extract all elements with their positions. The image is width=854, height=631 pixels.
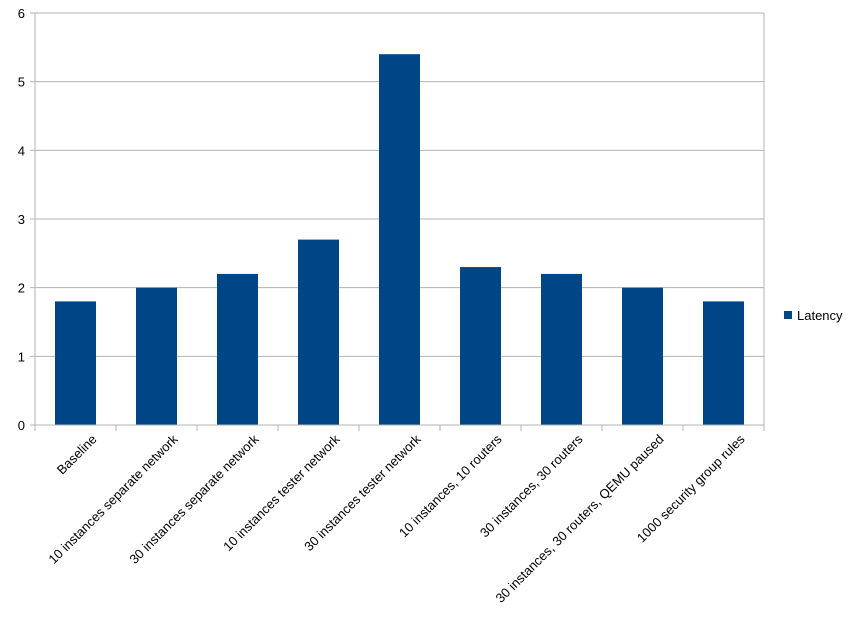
bar-6 <box>541 273 582 425</box>
x-tick-label: Baseline <box>54 432 100 478</box>
bar-8 <box>703 301 744 425</box>
bar-1 <box>136 287 177 425</box>
bar-5 <box>460 267 501 425</box>
x-tick-label: 30 instances, 30 routers, QEMU paused <box>493 432 667 606</box>
y-tick-label: 1 <box>18 349 25 364</box>
legend-label-latency: Latency <box>797 308 843 323</box>
y-tick-label: 4 <box>18 143 25 158</box>
y-tick-label: 2 <box>18 281 25 296</box>
y-tick-label: 0 <box>18 418 25 433</box>
y-tick-label: 6 <box>18 6 25 21</box>
legend-swatch-latency <box>784 311 792 319</box>
bar-0 <box>55 301 96 425</box>
x-tick-label: 30 instances separate network <box>126 431 262 567</box>
legend: Latency <box>784 308 843 323</box>
bar-4 <box>379 54 420 425</box>
y-tick-label: 3 <box>18 212 25 227</box>
y-tick-label: 5 <box>18 75 25 90</box>
bar-2 <box>217 273 258 425</box>
bar-7 <box>622 287 663 425</box>
y-tick-labels: 0 1 2 3 4 5 6 <box>18 6 25 433</box>
bars <box>55 54 744 425</box>
axes <box>30 12 765 431</box>
x-tick-label: 10 instances separate network <box>45 431 181 567</box>
bar-3 <box>298 239 339 425</box>
